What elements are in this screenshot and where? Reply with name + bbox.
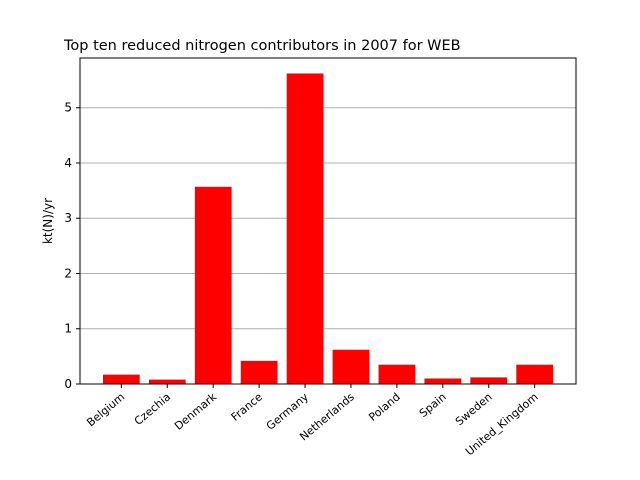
- y-tick-label: 2: [64, 266, 72, 280]
- bar: [378, 364, 416, 384]
- chart-title: Top ten reduced nitrogen contributors in…: [63, 38, 461, 54]
- plot-frame: [79, 57, 577, 385]
- y-tick-label: 1: [64, 322, 72, 336]
- y-tick-label: 4: [64, 156, 72, 170]
- bars: [102, 73, 554, 384]
- bar: [240, 360, 278, 384]
- y-tick-label: 3: [64, 211, 72, 225]
- bar: [470, 377, 508, 384]
- bar: [194, 186, 232, 384]
- y-tick-label: 0: [64, 377, 72, 391]
- gridlines: [80, 107, 576, 330]
- bar: [332, 349, 370, 384]
- y-axis-label: kt(N)/yr: [41, 198, 55, 244]
- bar: [148, 379, 186, 384]
- y-tick-label: 5: [64, 101, 72, 115]
- bar: [102, 374, 140, 384]
- bar: [424, 378, 462, 384]
- y-axis-ticks: 0 1 2 3 4 5: [64, 101, 80, 391]
- bar: [286, 73, 324, 384]
- bar: [516, 364, 554, 384]
